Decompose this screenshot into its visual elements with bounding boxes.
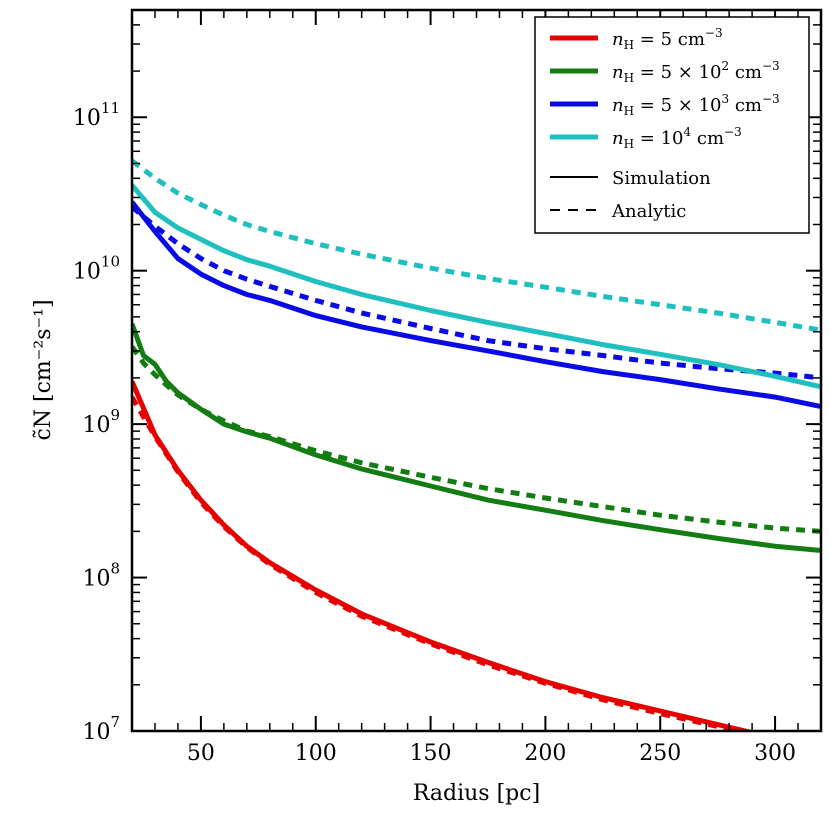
- x-tick-label-5: 300: [754, 741, 796, 766]
- legend-label-2: nH = 5 × 103 cm−3: [612, 92, 780, 118]
- y-tick-label-0: 107: [82, 713, 120, 745]
- series-layer: [132, 158, 821, 731]
- series-line-4: [132, 200, 821, 410]
- series-line-2: [132, 323, 821, 553]
- x-tick-label-4: 250: [639, 741, 681, 766]
- ticks-layer: [132, 9, 822, 732]
- legend-box: [534, 16, 810, 234]
- legend-label-0: nH = 5 cm−3: [612, 26, 723, 52]
- legend-lines: [550, 35, 598, 211]
- x-tick-label-2: 150: [410, 741, 452, 766]
- legend-label-4: Simulation: [612, 168, 711, 189]
- x-tick-labels: 50 100 150 200 250 300: [187, 741, 796, 766]
- series-line-3: [132, 345, 821, 534]
- y-tick-labels: 107 108 109 1010 1011: [73, 99, 120, 745]
- legend-label-1: nH = 5 × 102 cm−3: [612, 59, 780, 85]
- x-tick-label-3: 200: [524, 741, 566, 766]
- y-axis-title: c̃N [cm⁻²s⁻¹]: [31, 299, 56, 440]
- y-tick-label-1: 108: [82, 560, 120, 592]
- legend: nH = 5 cm−3 nH = 5 × 102 cm−3 nH = 5 × 1…: [534, 16, 810, 234]
- legend-label-3: nH = 104 cm−3: [612, 125, 742, 151]
- series-line-5: [132, 205, 821, 381]
- plot-frame: [130, 8, 823, 733]
- legend-label-5: Analytic: [611, 201, 686, 222]
- x-tick-label-0: 50: [187, 741, 215, 766]
- x-tick-label-1: 100: [295, 741, 337, 766]
- y-tick-label-4: 1011: [73, 99, 120, 131]
- series-line-1: [132, 395, 748, 731]
- x-axis-title: Radius [pc]: [413, 781, 540, 806]
- series-line-6: [132, 183, 821, 390]
- y-tick-label-3: 1010: [73, 253, 120, 285]
- y-tick-label-2: 109: [82, 406, 120, 438]
